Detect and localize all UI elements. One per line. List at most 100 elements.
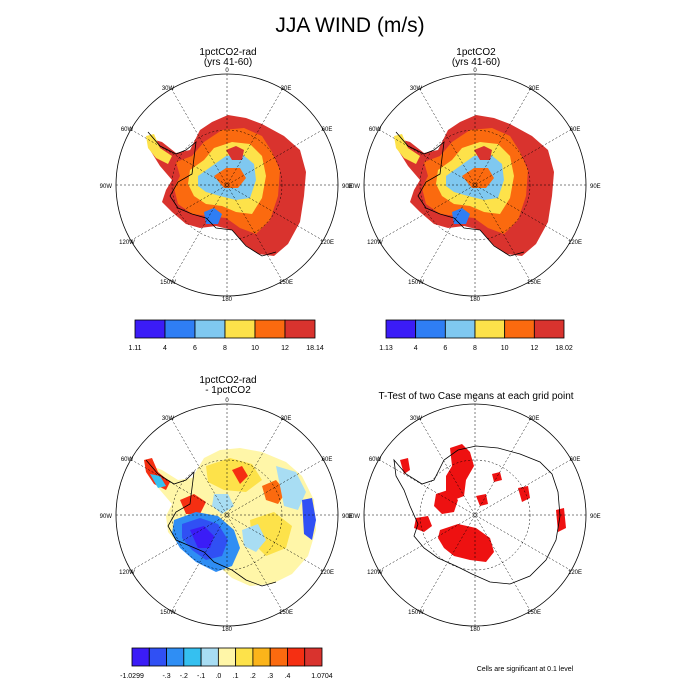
significance-field-4 [400,444,566,562]
colorbar-swatch [217,647,237,667]
lon-label: 180 [470,297,481,303]
colorbar-label: 12 [530,345,538,352]
panel-3-title-line1: 1pctCO2-rad [199,375,257,386]
lon-label: 120W [367,240,383,246]
colorbar-swatch [444,319,476,339]
colorbar-label: 10 [251,345,259,352]
sig-cell-group-g [492,472,502,482]
colorbar-swatch [148,647,167,667]
lon-label: 30E [529,86,540,92]
meridians-4 [364,404,586,626]
colorbar-label: -.3 [162,673,170,680]
colorbar-swatch [252,647,271,667]
peninsula-2 [394,134,420,164]
sig-cell-group-b [434,490,458,514]
lon-label: 120W [119,240,135,246]
diff-blue-3c [190,526,214,548]
sig-cell-group-a [446,444,474,500]
sig-cell-group-i [476,494,488,506]
lon-label: 150W [408,610,424,616]
lon-label: 60W [121,457,134,463]
colorbar-swatch [304,647,323,667]
panel-3-title: 1pctCO2-rad - 1pctCO2 [118,376,338,396]
map-panel-4: 0 30E 60E 90E 120E 150E 180 150W 120W 90… [348,398,601,633]
colorbar-label: -.1 [197,673,205,680]
colorbar-label: -.2 [180,673,188,680]
colorbar-label: 8 [473,345,477,352]
sig-cell-group-c [438,524,494,562]
lon-label: 150E [527,280,541,286]
coastline-1 [147,131,277,257]
lon-label: 120W [367,570,383,576]
lon-label: 60W [369,457,382,463]
panel-1-title: 1pctCO2-rad (yrs 41-60) [118,48,338,68]
colorbar-label: .4 [285,673,291,680]
colorbar-swatch [166,647,185,667]
lon-label: 90E [590,184,601,190]
lon-label: 150E [527,610,541,616]
lon-label: 60E [322,457,333,463]
colorbar-swatch [131,647,150,667]
lon-label: 30W [410,86,423,92]
lon-label: 60E [570,457,581,463]
wind-streak-1a [214,168,246,188]
lon-label: 90W [100,514,113,520]
lon-label: 0 [473,398,477,404]
lon-label: 90E [590,514,601,520]
significant-cells [400,444,566,562]
lon-label: 30W [162,86,175,92]
lon-label: 150W [160,610,176,616]
diff-lightblue-3b [242,524,266,552]
wind-streak-1b [226,146,244,160]
panel-1-title-line2: (yrs 41-60) [203,57,253,68]
lon-label: 90E [342,184,353,190]
peninsula-1 [146,134,172,164]
colorbar-swatch [533,319,565,339]
lon-label: 150E [279,610,293,616]
colorbar-swatch [284,319,316,339]
colorbar-label: 1.11 [128,345,141,352]
panel-2-title: 1pctCO2 (yrs 41-60) [366,48,586,68]
difference-field-3 [144,448,316,586]
lon-label: 120E [320,240,334,246]
colorbar-label: 1.13 [379,345,393,352]
lon-label: 30E [281,416,292,422]
lon-label: 120E [568,240,582,246]
lon-label: 30E [529,416,540,422]
lon-label: 60E [322,127,333,133]
colorbar-label: 6 [193,345,197,352]
colorbar-label: 4 [414,345,418,352]
colorbar-label: 4 [163,345,167,352]
map-panel-2: 0 30E 60E 90E 120E 150E 180 150W 120W 90… [348,68,601,303]
colorbar-swatch [385,319,417,339]
lon-label: 150W [160,280,176,286]
lon-label: 30W [162,416,175,422]
meridians-3 [116,404,338,626]
sig-cell-group-e [400,458,410,474]
lon-label: 60E [570,127,581,133]
lon-label: 60W [369,127,382,133]
colorbar-1: 1.11 4 6 8 10 12 18.14 [128,319,324,352]
lon-label: 0 [225,398,229,404]
colorbar-label: 6 [443,345,447,352]
panel-4-title-line1: T-Test of two Case means at each grid po… [378,391,574,402]
continent-outline-4 [393,445,561,585]
lon-label: 120E [568,570,582,576]
wind-streak-2a [462,168,494,188]
colorbar-3: -1.0299 -.3 -.2 -.1 .0 .1 .2 .3 .4 1.0704 [120,647,333,680]
colorbar-label: -1.0299 [120,673,144,680]
diff-red-3b [180,494,206,514]
lon-labels-1: 0 30E 60E 90E 120E 150E 180 150W 120W 90… [100,68,353,303]
meridians-2 [364,74,586,296]
colorbar-swatch [194,319,226,339]
colorbar-swatch [504,319,535,339]
diff-red-3c [232,466,248,484]
panel-4-title: T-Test of two Case means at each grid po… [346,392,606,402]
lon-labels-4: 0 30E 60E 90E 120E 150E 180 150W 120W 90… [348,398,601,633]
diff-lightblue-3a [276,466,306,510]
colorbar-swatch [235,647,254,667]
colorbar-swatch [224,319,256,339]
panel-1-title-line1: 1pctCO2-rad [199,47,257,58]
